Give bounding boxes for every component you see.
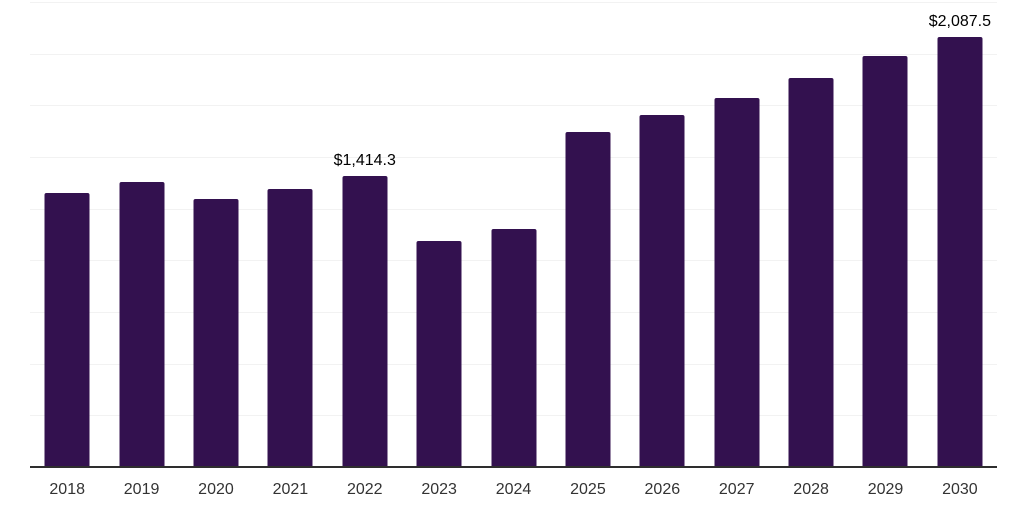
- bar-slot-2021: [253, 0, 327, 468]
- bar-slot-2019: [104, 0, 178, 468]
- x-tick-2022: 2022: [346, 481, 383, 498]
- x-axis-labels: 2018 2019 2020 2021 2022 2023 2024 2025 2026 2027…: [30, 476, 997, 504]
- x-tick-2024: 2024: [495, 481, 532, 498]
- x-tick-2023: 2023: [421, 481, 457, 498]
- x-tick-2021: 2021: [272, 481, 309, 498]
- x-tick-2025: 2025: [570, 481, 606, 498]
- bar-2026: [639, 114, 685, 468]
- bar-slot-2028: [774, 0, 848, 468]
- bar-2020: [193, 199, 239, 468]
- bar-slot-2029: [848, 0, 922, 468]
- x-tick-2026: 2026: [644, 481, 681, 498]
- bar-2018: [44, 193, 90, 468]
- bars-container: $1,414.3 $2,087.5: [30, 0, 997, 468]
- bar-2019: [119, 181, 165, 468]
- x-tick-2018: 2018: [49, 481, 85, 498]
- gridline: [30, 105, 997, 107]
- bar-2024: [491, 229, 537, 468]
- bar-slot-2026: [625, 0, 699, 468]
- x-tick-2029: 2029: [867, 481, 904, 498]
- bar-slot-2023: [402, 0, 476, 468]
- x-tick-2020: 2020: [198, 481, 234, 498]
- bar-slot-2024: [476, 0, 550, 468]
- bar-slot-2027: [700, 0, 774, 468]
- bar-2030: [937, 36, 983, 468]
- bar-slot-2020: [179, 0, 253, 468]
- bar-2027: [714, 98, 760, 468]
- bar-slot-2030: $2,087.5: [923, 0, 997, 468]
- gridline: [30, 2, 997, 3]
- x-tick-2027: 2027: [718, 481, 755, 498]
- data-label-2030: $2,087.5: [928, 12, 992, 30]
- bar-2021: [267, 189, 313, 468]
- bar-slot-2022: $1,414.3: [328, 0, 402, 468]
- bar-slot-2025: [551, 0, 625, 468]
- bar-2022: [342, 175, 388, 468]
- x-tick-2030: 2030: [942, 481, 978, 498]
- x-tick-2019: 2019: [123, 481, 160, 498]
- bar-2023: [416, 240, 462, 468]
- bar-slot-2018: [30, 0, 104, 468]
- x-tick-2028: 2028: [793, 481, 829, 498]
- data-label-2022: $1,414.3: [333, 151, 396, 169]
- bar-2028: [788, 78, 834, 468]
- gridline: [30, 157, 997, 158]
- gridline: [30, 53, 997, 55]
- bar-2025: [565, 132, 611, 468]
- x-axis-line: [30, 466, 997, 468]
- gridline: [30, 208, 997, 210]
- bar-2029: [862, 55, 908, 468]
- plot-area: $1,414.3 $2,087.5: [30, 0, 997, 468]
